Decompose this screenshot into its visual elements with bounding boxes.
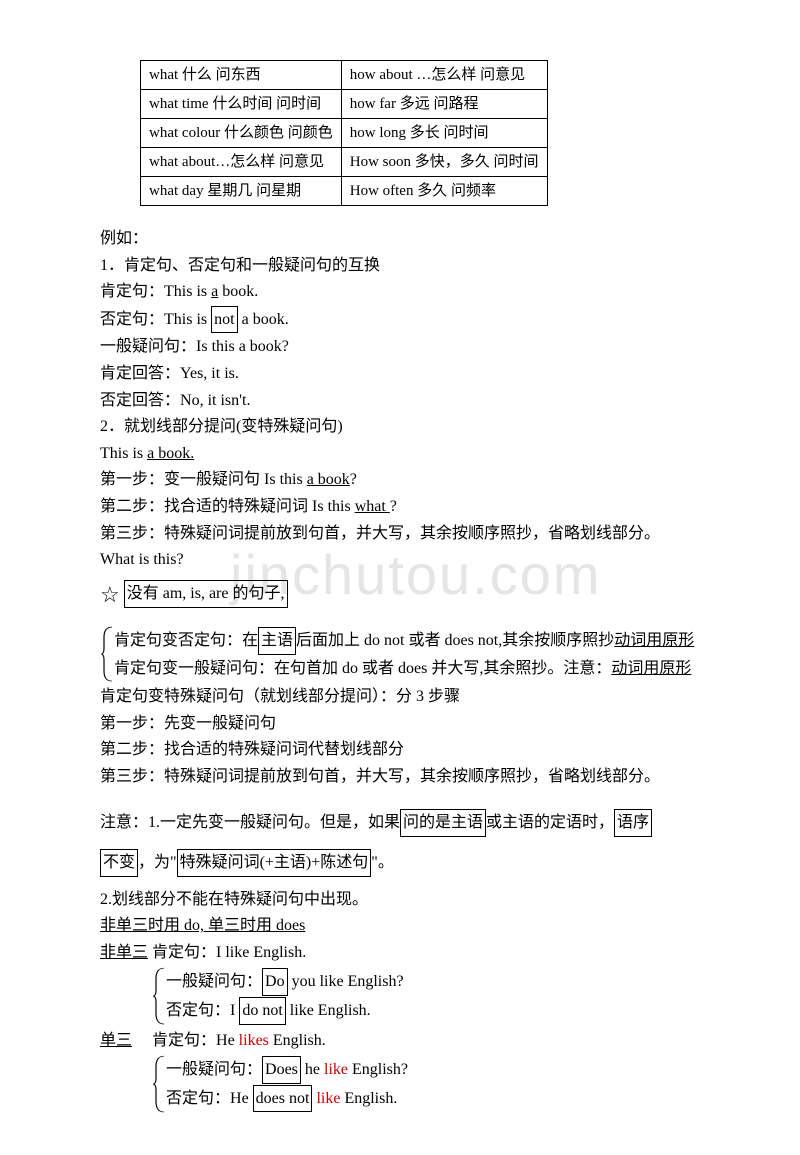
cell: what colour 什么颜色 问颜色 (141, 119, 342, 148)
note2: 2.划线部分不能在特殊疑问句中出现。 (100, 887, 700, 913)
non3-row: 非单三 肯定句：I like English. (100, 940, 700, 966)
table-row: what colour 什么颜色 问颜色how long 多长 问时间 (141, 119, 548, 148)
negative: 否定句：This is not a book. (100, 306, 700, 334)
s3-brace: 一般疑问句：Does he like English? 否定句：He does … (152, 1055, 700, 1113)
do-does-heading: 非单三时用 do, 单三时用 does (100, 913, 700, 939)
cell: what day 星期几 问星期 (141, 177, 342, 206)
s3-gen: 一般疑问句：Does he like English? (166, 1056, 700, 1084)
item1-title: 1．肯定句、否定句和一般疑问句的互换 (100, 253, 700, 279)
cell: what 什么 问东西 (141, 61, 342, 90)
note1: 注意：1.一定先变一般疑问句。但是，如果问的是主语或主语的定语时，语序 (100, 809, 700, 837)
table-row: what about…怎么样 问意见How soon 多快，多久 问时间 (141, 148, 548, 177)
cell: what about…怎么样 问意见 (141, 148, 342, 177)
cell: how about …怎么样 问意见 (341, 61, 547, 90)
table-row: what day 星期几 问星期How often 多久 问频率 (141, 177, 548, 206)
s3-row: 单三 肯定句：He likes English. (100, 1028, 700, 1054)
question-words-table: what 什么 问东西how about …怎么样 问意见 what time … (140, 60, 548, 206)
rule3: 肯定句变特殊疑问句（就划线部分提问）：分 3 步骤 (100, 684, 700, 710)
non3-gen: 一般疑问句：Do you like English? (166, 968, 700, 996)
star-icon: ☆ (100, 577, 120, 612)
affirmative: 肯定句：This is a book. (100, 279, 700, 305)
general-question: 一般疑问句：Is this a book? (100, 334, 700, 360)
s3-neg: 否定句：He does not like English. (166, 1085, 700, 1113)
cell: How often 多久 问频率 (341, 177, 547, 206)
cell: how far 多远 问路程 (341, 90, 547, 119)
rule3-s3: 第三步：特殊疑问词提前放到句首，并大写，其余按顺序照抄，省略划线部分。 (100, 764, 700, 790)
left-brace-icon (152, 967, 166, 1025)
step3: 第三步：特殊疑问词提前放到句首，并大写，其余按顺序照抄，省略划线部分。 (100, 521, 700, 547)
heading: 例如： (100, 226, 700, 252)
rule3-s1: 第一步：先变一般疑问句 (100, 711, 700, 737)
table-row: what 什么 问东西how about …怎么样 问意见 (141, 61, 548, 90)
item2-title: 2．就划线部分提问(变特殊疑问句) (100, 414, 700, 440)
examples-block: 例如： 1．肯定句、否定句和一般疑问句的互换 肯定句：This is a boo… (100, 226, 700, 573)
step1: 第一步：变一般疑问句 Is this a book? (100, 467, 700, 493)
cell: how long 多长 问时间 (341, 119, 547, 148)
rule3-s2: 第二步：找合适的特殊疑问词代替划线部分 (100, 737, 700, 763)
rules-brace: 肯定句变否定句：在主语后面加上 do not 或者 does not,其余按顺序… (100, 626, 700, 682)
affirmative-answer: 肯定回答：Yes, it is. (100, 361, 700, 387)
non3-neg: 否定句：I do not like English. (166, 997, 700, 1025)
rule1: 肯定句变否定句：在主语后面加上 do not 或者 does not,其余按顺序… (114, 627, 700, 655)
step2: 第二步：找合适的特殊疑问词 Is this what ? (100, 494, 700, 520)
left-brace-icon (152, 1055, 166, 1113)
rule2: 肯定句变一般疑问句：在句首加 do 或者 does 并大写,其余照抄。注意：动词… (114, 656, 700, 682)
left-brace-icon (100, 626, 114, 682)
cell: How soon 多快，多久 问时间 (341, 148, 547, 177)
note1b: 不变，为"特殊疑问词(+主语)+陈述句"。 (100, 849, 700, 877)
result: What is this? (100, 547, 700, 573)
non3-brace: 一般疑问句：Do you like English? 否定句：I do not … (152, 967, 700, 1025)
star-note: ☆ 没有 am, is, are 的句子, (100, 577, 700, 612)
negative-answer: 否定回答：No, it isn't. (100, 388, 700, 414)
table-row: what time 什么时间 问时间how far 多远 问路程 (141, 90, 548, 119)
cell: what time 什么时间 问时间 (141, 90, 342, 119)
item2-sentence: This is a book. (100, 441, 700, 467)
star-box: 没有 am, is, are 的句子, (124, 580, 288, 608)
